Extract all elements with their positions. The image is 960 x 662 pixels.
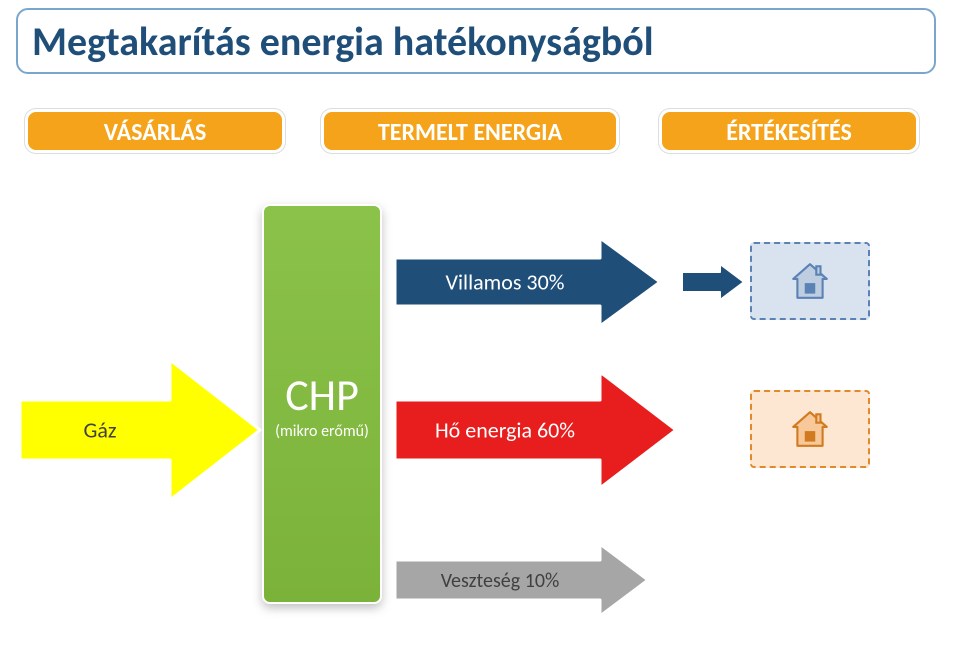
arrow-loss-label: Veszteség 10% xyxy=(441,569,560,593)
arrow-small-link xyxy=(682,264,744,300)
arrow-gas-label: Gáz xyxy=(83,416,116,443)
house-icon xyxy=(789,408,831,450)
arrow-electric-label: Villamos 30% xyxy=(446,268,565,295)
arrow-electric: Villamos 30% xyxy=(395,238,660,326)
house-box-heat xyxy=(750,390,870,468)
arrow-heat: Hő energia 60% xyxy=(395,372,676,488)
arrow-gas: Gáz xyxy=(20,360,260,500)
arrow-heat-label: Hő energia 60% xyxy=(435,416,575,443)
house-box-electric xyxy=(750,242,870,320)
arrows-layer: Gáz Villamos 30% Hő energia 60% Vesztesé… xyxy=(0,0,960,662)
arrow-loss: Veszteség 10% xyxy=(395,544,648,616)
house-icon xyxy=(789,260,831,302)
